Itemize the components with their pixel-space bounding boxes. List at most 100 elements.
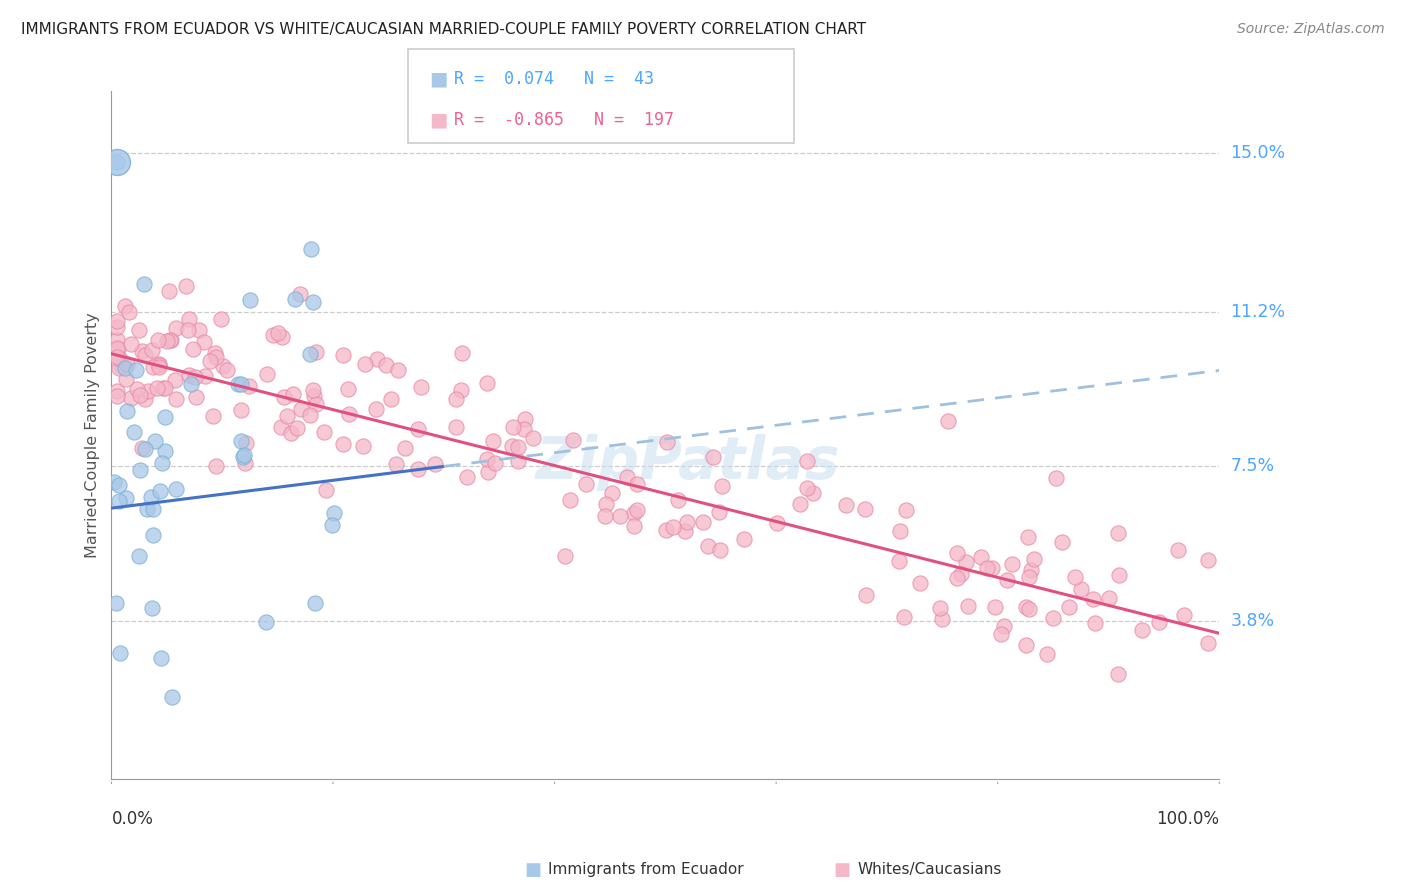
Point bbox=[205, 350, 228, 364]
Point bbox=[194, 369, 217, 384]
Point bbox=[354, 357, 377, 371]
Point bbox=[385, 457, 408, 471]
Point bbox=[276, 409, 298, 423]
Point bbox=[108, 493, 131, 508]
Point bbox=[984, 599, 1007, 614]
Point bbox=[1084, 615, 1107, 630]
Point bbox=[120, 337, 142, 351]
Point bbox=[336, 382, 359, 396]
Point bbox=[105, 350, 128, 364]
Point bbox=[602, 486, 624, 500]
Point bbox=[425, 457, 447, 471]
Point bbox=[134, 347, 156, 361]
Point bbox=[165, 373, 187, 387]
Point bbox=[575, 476, 598, 491]
Point bbox=[394, 442, 416, 456]
Point bbox=[1197, 636, 1219, 650]
Point bbox=[1019, 563, 1042, 577]
Point bbox=[110, 646, 132, 660]
Point bbox=[366, 352, 388, 367]
Point bbox=[231, 403, 253, 417]
Point bbox=[990, 627, 1012, 641]
Point bbox=[315, 483, 337, 498]
Point bbox=[321, 517, 343, 532]
Point bbox=[108, 360, 131, 375]
Point bbox=[280, 426, 302, 441]
Point bbox=[136, 384, 159, 398]
Point bbox=[156, 334, 179, 349]
Point bbox=[198, 354, 221, 368]
Point bbox=[562, 433, 585, 447]
Point bbox=[655, 434, 678, 449]
Point bbox=[477, 465, 499, 479]
Point bbox=[981, 560, 1004, 574]
Point bbox=[946, 571, 969, 585]
Point bbox=[107, 477, 129, 491]
Point bbox=[887, 554, 910, 568]
Point bbox=[554, 549, 576, 564]
Point bbox=[1064, 570, 1087, 584]
Point bbox=[616, 470, 638, 484]
Point bbox=[1001, 558, 1024, 572]
Point bbox=[127, 382, 149, 396]
Point bbox=[733, 532, 755, 546]
Point bbox=[105, 314, 128, 328]
Point bbox=[796, 454, 818, 468]
Point bbox=[929, 600, 952, 615]
Point bbox=[970, 550, 993, 565]
Point bbox=[1036, 648, 1059, 662]
Point bbox=[229, 377, 252, 392]
Point bbox=[115, 404, 138, 418]
Point bbox=[332, 437, 354, 451]
Point bbox=[239, 293, 262, 308]
Point bbox=[380, 392, 402, 406]
Point bbox=[623, 518, 645, 533]
Point bbox=[148, 357, 170, 371]
Point bbox=[936, 414, 959, 428]
Text: 11.2%: 11.2% bbox=[1230, 303, 1285, 321]
Point bbox=[141, 490, 163, 504]
Point bbox=[105, 384, 128, 399]
Point bbox=[853, 502, 876, 516]
Point bbox=[148, 358, 170, 372]
Point bbox=[128, 323, 150, 337]
Point bbox=[103, 475, 125, 490]
Text: Source: ZipAtlas.com: Source: ZipAtlas.com bbox=[1237, 22, 1385, 37]
Point bbox=[501, 439, 523, 453]
Point bbox=[159, 334, 181, 348]
Point bbox=[995, 574, 1018, 588]
Point bbox=[174, 278, 197, 293]
Point bbox=[502, 420, 524, 434]
Point bbox=[148, 359, 170, 374]
Point bbox=[125, 363, 148, 377]
Text: Whites/Caucasians: Whites/Caucasians bbox=[858, 863, 1002, 877]
Point bbox=[322, 507, 344, 521]
Point bbox=[184, 370, 207, 384]
Point bbox=[623, 506, 645, 520]
Point bbox=[231, 450, 253, 464]
Point bbox=[267, 326, 290, 341]
Point bbox=[337, 407, 360, 421]
Point bbox=[304, 397, 326, 411]
Point bbox=[855, 588, 877, 602]
Point bbox=[676, 515, 699, 529]
Point bbox=[187, 322, 209, 336]
Point bbox=[211, 311, 233, 326]
Point bbox=[152, 381, 174, 395]
Point bbox=[135, 502, 157, 516]
Point bbox=[298, 347, 321, 361]
Point bbox=[558, 493, 581, 508]
Point bbox=[256, 368, 278, 382]
Point bbox=[115, 491, 138, 505]
Point bbox=[142, 502, 165, 516]
Point bbox=[456, 469, 478, 483]
Point bbox=[374, 358, 396, 372]
Point bbox=[1042, 611, 1064, 625]
Point bbox=[444, 392, 467, 406]
Point bbox=[593, 509, 616, 524]
Point bbox=[180, 377, 202, 392]
Point bbox=[233, 448, 256, 462]
Point bbox=[889, 524, 911, 539]
Point bbox=[153, 443, 176, 458]
Point bbox=[235, 456, 257, 470]
